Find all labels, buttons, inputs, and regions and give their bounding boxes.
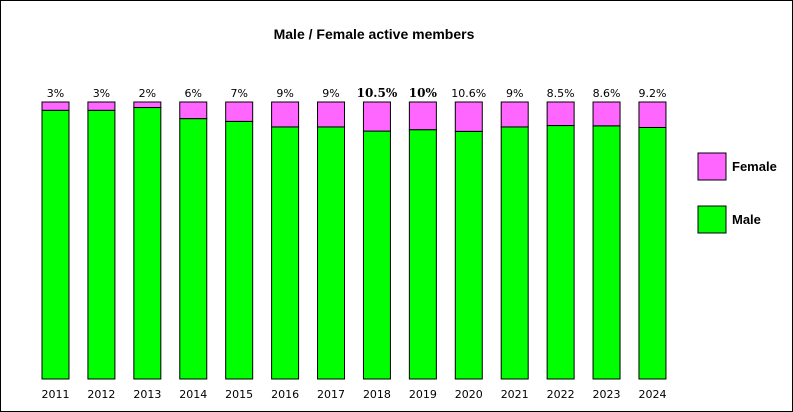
x-tick-label-2013: 2013: [133, 388, 161, 401]
bar-male-2012: [87, 109, 116, 380]
x-tick-label-2011: 2011: [42, 388, 70, 401]
bars-layer: [41, 101, 667, 380]
bar-female-2013: [133, 101, 162, 109]
data-label-2017: 9%: [322, 87, 339, 100]
chart-title: Male / Female active members: [274, 26, 475, 42]
data-label-2019: 10%: [409, 86, 438, 100]
x-tick-label-2022: 2022: [547, 388, 575, 401]
data-labels-layer: 3% 3% 2% 6% 7% 9% 9% 10.5% 10% 10.6% 9% 8.5% 8.6% 9.2…: [47, 86, 667, 100]
x-tick-label-2024: 2024: [638, 388, 666, 401]
bar-female-2024: [638, 101, 667, 128]
bar-female-2021: [500, 101, 529, 128]
bar-female-2018: [362, 101, 391, 132]
x-tick-label-2018: 2018: [363, 388, 391, 401]
data-label-2012: 3%: [93, 87, 110, 100]
legend: Female Male: [697, 152, 777, 234]
data-label-2015: 7%: [230, 87, 247, 100]
data-label-2016: 9%: [276, 87, 293, 100]
bar-female-2014: [179, 101, 208, 120]
legend-swatch-female: [697, 152, 727, 181]
x-tick-label-2020: 2020: [455, 388, 483, 401]
bar-female-2022: [546, 101, 575, 127]
legend-label-female: Female: [732, 159, 777, 174]
data-label-2023: 8.6%: [593, 87, 621, 100]
bar-female-2019: [408, 101, 437, 131]
x-tick-label-2019: 2019: [409, 388, 437, 401]
bar-female-2017: [317, 101, 346, 128]
bar-male-2024: [638, 126, 667, 380]
x-tick-label-2012: 2012: [87, 388, 115, 401]
bar-female-2020: [454, 101, 483, 132]
bar-female-2016: [271, 101, 300, 128]
data-label-2014: 6%: [185, 87, 202, 100]
data-label-2018: 10.5%: [357, 86, 398, 100]
data-label-2020: 10.6%: [451, 87, 486, 100]
data-label-2011: 3%: [47, 87, 64, 100]
bar-male-2013: [133, 107, 162, 380]
bar-male-2019: [408, 129, 437, 380]
bar-male-2017: [317, 126, 346, 380]
bar-male-2021: [500, 126, 529, 380]
x-tick-label-2015: 2015: [225, 388, 253, 401]
bar-female-2011: [41, 101, 70, 111]
data-label-2013: 2%: [139, 87, 156, 100]
legend-label-male: Male: [732, 212, 761, 227]
x-tick-label-2021: 2021: [501, 388, 529, 401]
bar-female-2015: [225, 101, 254, 122]
data-label-2021: 9%: [506, 87, 523, 100]
data-label-2022: 8.5%: [547, 87, 575, 100]
x-tick-labels-layer: 2011 2012 2013 2014 2015 2016 2017 2018 2019 2020…: [42, 388, 667, 401]
x-tick-label-2016: 2016: [271, 388, 299, 401]
bar-male-2020: [454, 130, 483, 380]
x-tick-label-2023: 2023: [593, 388, 621, 401]
bar-male-2022: [546, 125, 575, 380]
bar-male-2023: [592, 125, 621, 380]
legend-swatch-male: [697, 205, 727, 234]
bar-male-2018: [362, 130, 391, 380]
bar-female-2012: [87, 101, 116, 111]
bar-male-2016: [271, 126, 300, 380]
bar-male-2015: [225, 120, 254, 380]
x-tick-label-2014: 2014: [179, 388, 207, 401]
bar-female-2023: [592, 101, 621, 127]
bar-male-2014: [179, 118, 208, 380]
data-label-2024: 9.2%: [638, 87, 666, 100]
bar-male-2011: [41, 109, 70, 380]
x-tick-label-2017: 2017: [317, 388, 345, 401]
